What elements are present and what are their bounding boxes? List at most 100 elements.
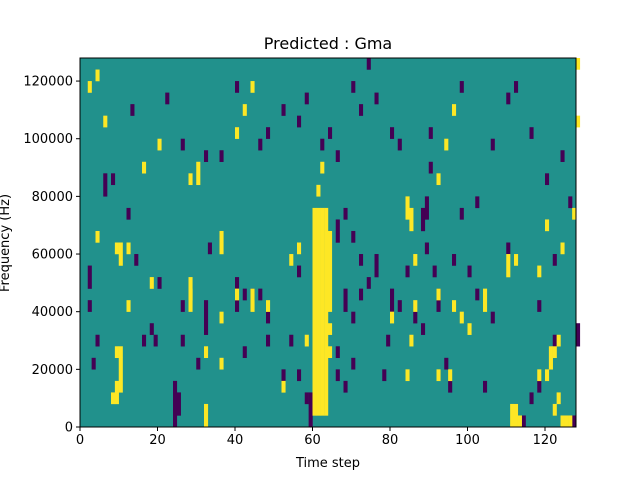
x-axis-label: Time step (295, 456, 360, 471)
heatmap-cell-low (351, 357, 356, 370)
x-tick-label: 20 (149, 433, 166, 448)
heatmap-cell-high (320, 161, 325, 174)
heatmap-cell-high (436, 369, 441, 382)
heatmap-cell-low (467, 265, 472, 278)
y-tick-label: 40000 (32, 305, 73, 320)
heatmap-cell-low (413, 311, 418, 324)
heatmap-cell-high (576, 115, 581, 128)
heatmap-cell-low (258, 288, 263, 301)
heatmap-cell-high (219, 357, 224, 370)
plot-area (79, 57, 581, 428)
heatmap-cell-high (452, 300, 457, 312)
heatmap-cell-low (428, 127, 433, 139)
heatmap-cell-high (436, 173, 441, 186)
heatmap-cell-low (204, 150, 209, 162)
heatmap-cell-low (506, 242, 511, 255)
heatmap-cell-high (219, 242, 224, 255)
heatmap-cell-high (405, 196, 410, 220)
x-axis: 0 20 40 60 80 100 120 (76, 427, 557, 448)
heatmap-cell-high (142, 161, 147, 174)
chart-title: Predicted : Gma (264, 34, 392, 53)
heatmap-cell-low (424, 242, 429, 255)
heatmap-cell-high (316, 207, 321, 416)
heatmap-cell-low (475, 196, 480, 209)
heatmap-cell-high (537, 265, 542, 278)
heatmap-cell-high (87, 81, 92, 93)
heatmap-cell-low (87, 265, 92, 289)
heatmap-cell-high (328, 346, 333, 359)
heatmap-cell-high (514, 403, 519, 428)
heatmap-cell-high (114, 242, 119, 255)
heatmap-cell-low (235, 81, 240, 93)
heatmap-cell-low (134, 254, 139, 266)
heatmap-cell-low (428, 161, 433, 174)
heatmap-cell-low (424, 196, 429, 220)
heatmap-cell-low (343, 380, 348, 393)
heatmap-cell-high (545, 219, 550, 232)
y-tick-label: 0 (65, 421, 73, 436)
heatmap-cell-high (560, 242, 565, 255)
heatmap-cell-low (149, 323, 154, 335)
heatmap-cell-low (335, 369, 340, 382)
heatmap-cell-high (552, 403, 557, 416)
heatmap-cell-high (250, 81, 255, 93)
heatmap-cell-high (560, 415, 565, 428)
heatmap-cell-low (320, 138, 325, 151)
heatmap-cell-low (95, 334, 100, 347)
heatmap-cell-high (204, 403, 209, 428)
heatmap-cell-low (351, 230, 356, 243)
heatmap-cell-low (328, 127, 333, 139)
heatmap-cell-low (452, 254, 457, 266)
heatmap-cell-high (548, 346, 553, 370)
heatmap-cell-high (556, 334, 561, 347)
heatmap-cell-low (390, 288, 395, 312)
heatmap-cell-low (335, 346, 340, 359)
heatmap-cell-high (157, 138, 162, 151)
heatmap-cell-high (568, 415, 573, 428)
heatmap-cell-low (560, 150, 565, 162)
heatmap-cell-low (490, 311, 495, 324)
heatmap-cell-low (374, 92, 379, 105)
heatmap-cell-low (130, 104, 135, 116)
heatmap-cell-low (304, 392, 309, 405)
x-tick-label: 40 (227, 433, 244, 448)
heatmap-cell-high (448, 369, 453, 382)
heatmap-cell-low (386, 334, 391, 347)
heatmap-cell-low (390, 127, 395, 139)
heatmap-cell-high (467, 323, 472, 335)
heatmap-cell-high (316, 184, 321, 197)
heatmap-cell-low (297, 369, 302, 382)
heatmap-cell-low (405, 265, 410, 278)
heatmap-cell-low (421, 207, 426, 232)
heatmap-cell-high (537, 369, 542, 382)
heatmap-cell-high (118, 242, 123, 266)
heatmap-cell-low (552, 334, 557, 347)
heatmap-cell-high (409, 334, 414, 347)
heatmap-cell-low (281, 369, 286, 382)
heatmap-cell-high (235, 288, 240, 301)
heatmap-cell-high (444, 138, 449, 151)
heatmap-cell-low (235, 277, 240, 289)
y-axis: 0 20000 40000 60000 80000 100000 120000 (23, 75, 80, 436)
heatmap-cell-high (324, 207, 329, 416)
heatmap-cell-low (180, 300, 185, 312)
heatmap-cell-low (459, 81, 464, 93)
heatmap-cell-high (289, 254, 294, 266)
heatmap-cell-low (126, 207, 131, 220)
heatmap-cell-low (281, 104, 286, 116)
heatmap-cell-low (335, 219, 340, 243)
heatmap-cell-low (180, 334, 185, 347)
heatmap-cell-low (421, 323, 426, 335)
heatmap-cell-high (281, 380, 286, 393)
heatmap-cell-low (204, 300, 209, 335)
heatmap-cell-low (506, 92, 511, 105)
heatmap-cell-high (517, 415, 522, 428)
heatmap-cell-high (235, 127, 240, 139)
y-tick-label: 120000 (23, 75, 73, 90)
heatmap-cell-low (297, 115, 302, 128)
heatmap-cell-high (219, 230, 224, 243)
heatmap-cell-low (572, 415, 577, 428)
heatmap-cell-low (242, 346, 247, 359)
heatmap-cell-high (459, 311, 464, 324)
